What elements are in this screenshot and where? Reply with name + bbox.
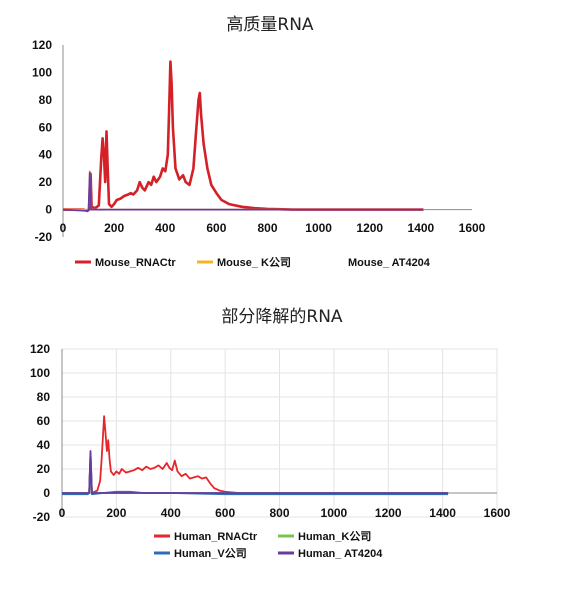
- legend-label: Human_RNACtr: [174, 531, 258, 543]
- x-tick-label: 800: [257, 221, 277, 235]
- y-tick-label: 0: [43, 486, 50, 500]
- x-tick-label: 800: [269, 506, 289, 520]
- series-line-human-rnactr: [62, 415, 449, 494]
- y-tick-label: 20: [39, 175, 53, 189]
- x-tick-label: 200: [106, 506, 126, 520]
- series-line-mouse-at4204: [62, 171, 424, 212]
- x-tick-label: 1000: [305, 221, 332, 235]
- legend-label: Human_K公司: [298, 530, 371, 543]
- y-tick-label: 60: [37, 414, 51, 428]
- legend-label: Mouse_RNACtr: [95, 257, 176, 269]
- y-tick-label: 40: [37, 438, 51, 452]
- x-tick-label: 600: [215, 506, 235, 520]
- y-tick-label: 60: [39, 120, 53, 134]
- y-tick-label: 0: [45, 203, 52, 217]
- series-line-mouse-rnactr: [63, 60, 424, 213]
- x-tick-label: 400: [155, 221, 175, 235]
- y-tick-label: 100: [32, 65, 52, 79]
- x-tick-label: 1600: [484, 506, 511, 520]
- x-tick-label: 1400: [408, 221, 435, 235]
- legend-label: Mouse_ K公司: [217, 256, 291, 269]
- x-tick-label: 1200: [356, 221, 383, 235]
- y-tick-label: -20: [33, 510, 51, 524]
- chart-title: 部分降解的RNA: [221, 307, 343, 327]
- legend-label: Human_ AT4204: [298, 548, 383, 560]
- x-tick-label: 1600: [459, 221, 486, 235]
- x-tick-label: 1400: [429, 506, 456, 520]
- y-tick-label: 40: [39, 148, 53, 162]
- y-tick-label: 100: [30, 366, 50, 380]
- x-tick-label: 400: [161, 506, 181, 520]
- x-tick-label: 200: [104, 221, 124, 235]
- series-line-mouse-k-: [63, 170, 424, 211]
- y-tick-label: 80: [37, 390, 51, 404]
- x-tick-label: 0: [59, 506, 66, 520]
- legend-label: Human_V公司: [174, 547, 247, 560]
- x-tick-label: 0: [60, 221, 67, 235]
- legend-label: Mouse_ AT4204: [348, 257, 431, 269]
- y-tick-label: 20: [37, 462, 51, 476]
- y-tick-label: -20: [35, 230, 53, 244]
- x-tick-label: 1200: [375, 506, 402, 520]
- y-tick-label: 120: [32, 38, 52, 52]
- series-line-human-at4204: [62, 450, 449, 494]
- y-tick-label: 80: [39, 93, 53, 107]
- chart-title: 高质量RNA: [226, 15, 314, 35]
- x-tick-label: 600: [206, 221, 226, 235]
- y-tick-label: 120: [30, 342, 50, 356]
- x-tick-label: 1000: [321, 506, 348, 520]
